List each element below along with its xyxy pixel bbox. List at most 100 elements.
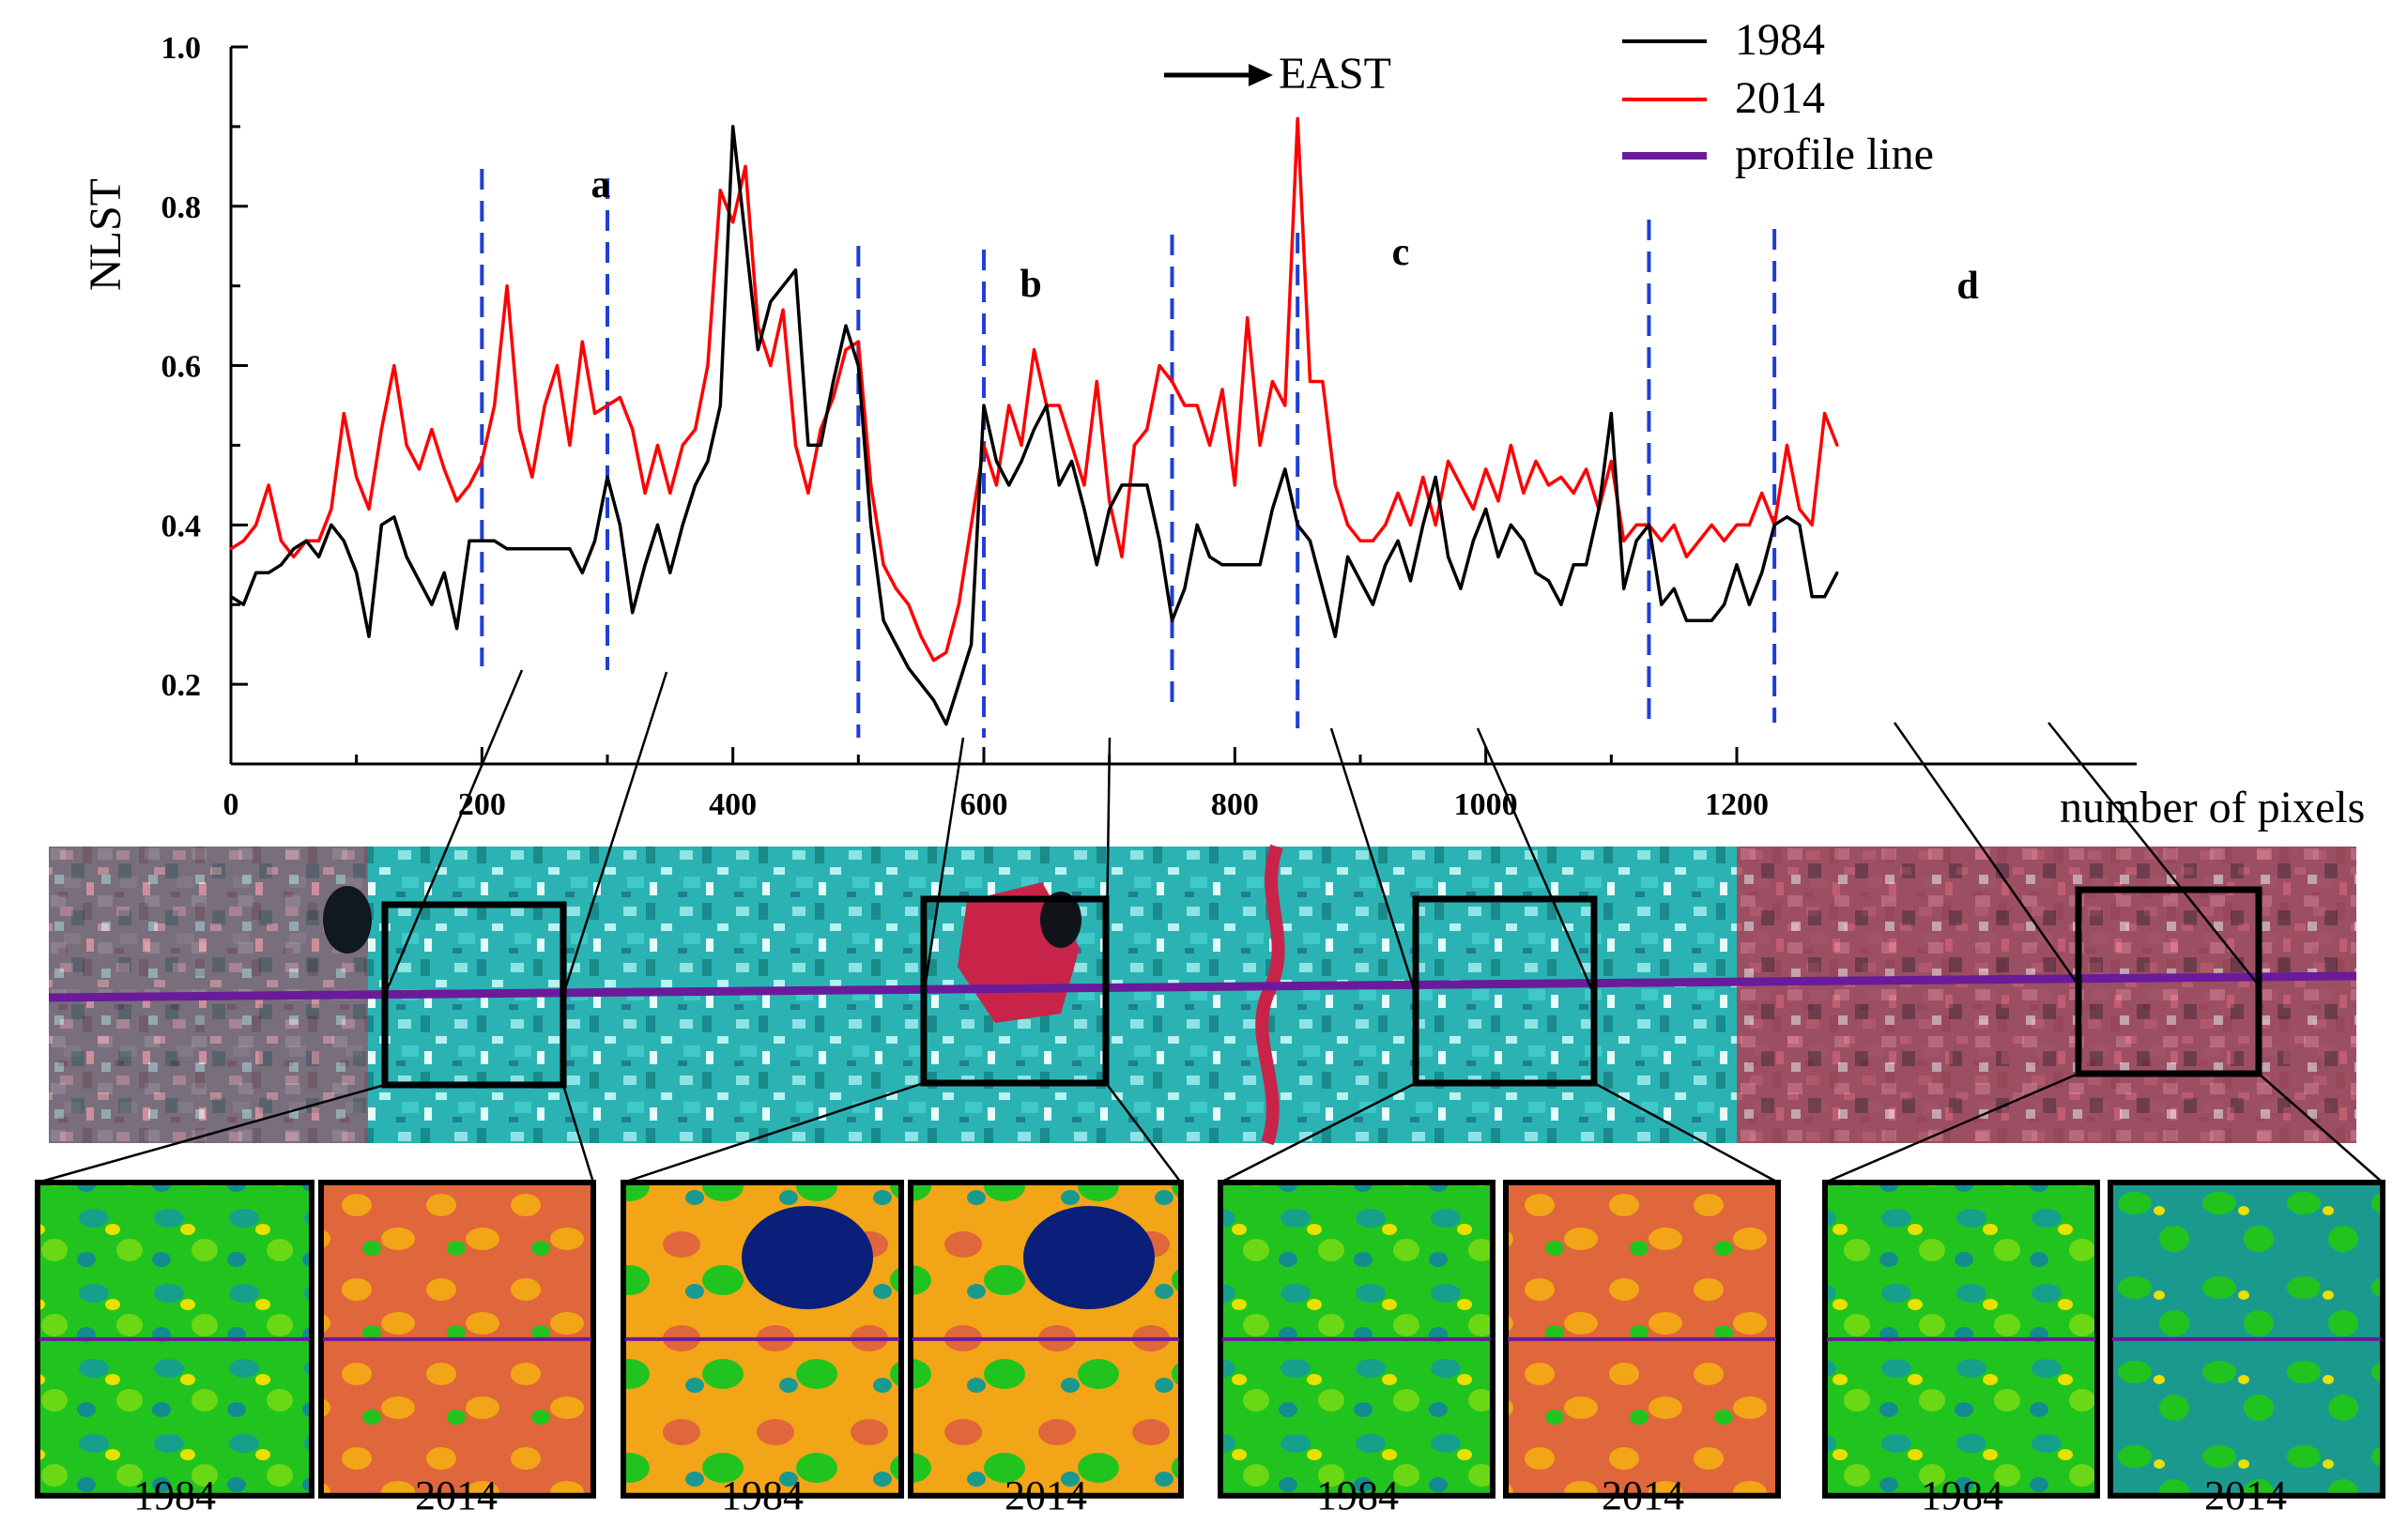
- data-point-1984: [430, 603, 434, 606]
- data-point-1984: [1509, 523, 1512, 526]
- data-point-2014: [1108, 499, 1112, 503]
- data-point-2014: [1547, 483, 1550, 487]
- data-point-2014: [1835, 443, 1839, 447]
- panel-caption-a-right: 2014: [415, 1473, 498, 1518]
- connector-line: [561, 1084, 595, 1183]
- data-point-2014: [1509, 443, 1512, 447]
- water-body-east: [1040, 892, 1081, 948]
- data-point-1984: [1358, 579, 1362, 583]
- data-point-2014: [1070, 443, 1074, 447]
- region-guides: a b c d: [480, 163, 1979, 738]
- water-body-west: [323, 886, 372, 954]
- east-direction: EAST: [1164, 49, 1391, 99]
- data-point-2014: [1723, 539, 1726, 542]
- data-point-1984: [1384, 563, 1388, 567]
- data-point-1984: [1183, 587, 1187, 590]
- data-point-2014: [1346, 523, 1350, 526]
- data-point-1984: [1258, 563, 1262, 567]
- data-point-1984: [1685, 618, 1689, 622]
- connector-line: [1893, 722, 2080, 986]
- data-point-1984: [267, 571, 270, 574]
- data-point-2014: [1408, 523, 1412, 526]
- x-tick-label: 400: [709, 787, 757, 822]
- vegetation-area-east: [1737, 847, 2356, 1143]
- data-point-2014: [505, 284, 509, 288]
- data-point-2014: [1309, 380, 1312, 384]
- data-point-1984: [706, 459, 710, 463]
- data-point-1984: [580, 571, 584, 574]
- direction-label: EAST: [1279, 49, 1391, 99]
- data-point-1984: [1496, 555, 1500, 558]
- x-axis-label: number of pixels: [2060, 783, 2365, 832]
- data-point-1984: [455, 627, 459, 631]
- connector-line: [2048, 722, 2260, 986]
- legend-label-2014: 2014: [1735, 73, 1825, 123]
- data-point-1984: [1208, 555, 1212, 558]
- satellite-image-strip: [48, 844, 2357, 1146]
- data-point-1984: [1408, 579, 1412, 583]
- data-point-2014: [1672, 523, 1676, 526]
- data-point-1984: [1547, 579, 1550, 583]
- y-axis-label: NLST: [81, 178, 130, 291]
- region-label-a: a: [591, 163, 611, 206]
- data-point-1984: [1283, 467, 1287, 471]
- data-point-2014: [1447, 459, 1450, 463]
- x-tick-label: 0: [223, 787, 239, 822]
- data-point-2014: [430, 427, 434, 431]
- data-point-1984: [1484, 507, 1488, 511]
- data-point-2014: [1183, 404, 1187, 407]
- data-point-2014: [932, 659, 936, 663]
- connector-line: [1104, 737, 1112, 996]
- data-point-1984: [694, 483, 698, 487]
- data-point-1984: [718, 404, 722, 407]
- data-point-2014: [1660, 539, 1664, 542]
- data-point-2014: [556, 364, 560, 368]
- data-point-1984: [681, 523, 684, 526]
- data-point-2014: [1434, 523, 1437, 526]
- panel-caption-a-left: 1984: [133, 1473, 216, 1518]
- data-point-2014: [593, 411, 597, 415]
- series-line-1984: [230, 125, 1839, 726]
- data-point-1984: [1835, 571, 1839, 574]
- data-point-2014: [643, 491, 647, 495]
- data-point-1984: [442, 571, 446, 574]
- data-point-1984: [418, 579, 421, 583]
- data-point-2014: [1095, 380, 1098, 384]
- data-point-2014: [668, 491, 672, 495]
- data-point-2014: [241, 539, 245, 542]
- data-point-2014: [442, 467, 446, 471]
- data-point-2014: [769, 364, 773, 368]
- data-point-2014: [1032, 348, 1035, 352]
- data-point-1984: [856, 364, 860, 368]
- data-point-1984: [1057, 483, 1061, 487]
- data-point-1984: [1723, 603, 1726, 606]
- data-point-2014: [731, 221, 735, 224]
- data-point-1984: [1270, 507, 1274, 511]
- connector-line: [2258, 1073, 2384, 1183]
- region-label-d: d: [1956, 265, 1978, 308]
- data-point-1984: [493, 539, 497, 542]
- data-point-2014: [1007, 404, 1011, 407]
- data-point-1984: [304, 539, 308, 542]
- data-point-1984: [618, 523, 621, 526]
- zoom-connectors: [37, 669, 2384, 1184]
- data-point-1984: [1020, 459, 1023, 463]
- data-point-1984: [1647, 523, 1650, 526]
- data-point-2014: [631, 427, 635, 431]
- data-point-2014: [1246, 316, 1250, 320]
- profile-line: [48, 971, 2357, 1002]
- data-point-1984: [1609, 411, 1613, 415]
- data-point-1984: [379, 523, 383, 526]
- data-point-2014: [1120, 555, 1124, 558]
- data-point-1984: [317, 555, 321, 558]
- data-point-1984: [1760, 571, 1764, 574]
- data-point-1984: [1798, 523, 1802, 526]
- data-point-1984: [1434, 475, 1437, 479]
- data-point-2014: [568, 443, 572, 447]
- connector-line: [1824, 1072, 2079, 1184]
- data-point-2014: [405, 443, 408, 447]
- data-point-2014: [718, 189, 722, 192]
- data-point-1984: [1634, 539, 1638, 542]
- data-point-2014: [794, 443, 797, 447]
- data-point-1984: [907, 666, 911, 670]
